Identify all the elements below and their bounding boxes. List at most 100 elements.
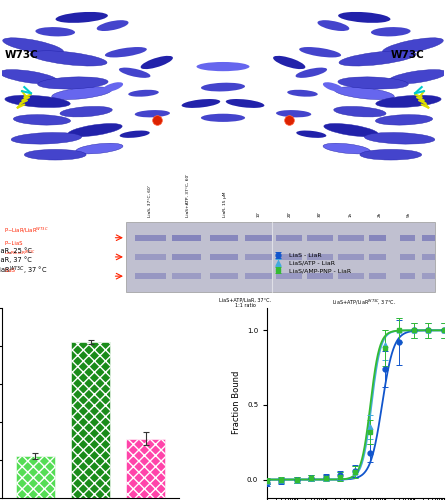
Ellipse shape <box>338 12 390 23</box>
Ellipse shape <box>323 82 344 92</box>
Bar <box>126 438 165 498</box>
Ellipse shape <box>376 96 441 108</box>
Text: 2h: 2h <box>378 212 382 217</box>
Bar <box>400 234 415 241</box>
Ellipse shape <box>102 82 123 92</box>
Bar <box>210 273 239 279</box>
Ellipse shape <box>364 132 435 144</box>
Text: LiaR, 15 µM: LiaR, 15 µM <box>223 192 227 217</box>
Bar <box>172 273 201 279</box>
Text: LiaS+ATP/LiaR, 37°C.
1:1 ratio: LiaS+ATP/LiaR, 37°C. 1:1 ratio <box>219 298 271 308</box>
Text: W73C: W73C <box>4 50 38 60</box>
Ellipse shape <box>13 114 70 125</box>
Text: P~LiaS: P~LiaS <box>4 240 23 246</box>
Bar <box>400 254 415 260</box>
Bar <box>307 234 333 241</box>
Bar <box>245 254 272 260</box>
Text: 5h: 5h <box>406 212 410 217</box>
Ellipse shape <box>11 132 82 144</box>
Text: 10': 10' <box>256 210 260 217</box>
Ellipse shape <box>299 47 341 58</box>
FancyBboxPatch shape <box>126 222 435 292</box>
Ellipse shape <box>56 12 108 23</box>
Bar <box>16 456 55 498</box>
Ellipse shape <box>97 20 128 31</box>
Ellipse shape <box>287 90 318 96</box>
Bar <box>369 254 386 260</box>
Ellipse shape <box>76 143 123 154</box>
Ellipse shape <box>60 106 112 117</box>
Ellipse shape <box>371 27 411 36</box>
Ellipse shape <box>273 56 306 69</box>
Ellipse shape <box>197 62 249 71</box>
Ellipse shape <box>201 114 245 122</box>
Bar <box>71 342 110 498</box>
Ellipse shape <box>360 150 422 160</box>
Bar <box>276 234 302 241</box>
Bar <box>172 254 201 260</box>
Bar <box>210 254 239 260</box>
Bar <box>245 234 272 241</box>
Ellipse shape <box>323 143 370 154</box>
Bar <box>276 273 302 279</box>
Ellipse shape <box>296 68 327 78</box>
Bar <box>135 254 165 260</box>
Bar <box>369 234 386 241</box>
Ellipse shape <box>3 38 64 54</box>
Y-axis label: Fraction Bound: Fraction Bound <box>232 371 241 434</box>
Text: P~LiaR/LiaR$^{W73C}$: P~LiaR/LiaR$^{W73C}$ <box>4 226 49 234</box>
Ellipse shape <box>37 77 108 89</box>
Bar <box>307 273 333 279</box>
Ellipse shape <box>105 47 147 58</box>
Legend: LiaR, 25 °C, LiaR, 37 °C, LiaR$^{W73C}$, 37 °C: LiaR, 25 °C, LiaR, 37 °C, LiaR$^{W73C}$,… <box>0 245 50 280</box>
Ellipse shape <box>276 110 311 118</box>
Ellipse shape <box>339 51 416 66</box>
Bar <box>210 234 239 241</box>
Ellipse shape <box>135 110 170 118</box>
Ellipse shape <box>68 124 122 136</box>
Text: 1h: 1h <box>349 212 353 217</box>
Bar <box>276 254 302 260</box>
Bar <box>338 234 364 241</box>
Ellipse shape <box>140 56 173 69</box>
Ellipse shape <box>334 87 394 100</box>
Ellipse shape <box>376 114 433 125</box>
Ellipse shape <box>334 106 386 117</box>
Ellipse shape <box>120 130 150 138</box>
Bar <box>421 273 435 279</box>
Ellipse shape <box>226 99 264 108</box>
Bar <box>307 254 333 260</box>
Ellipse shape <box>382 38 443 54</box>
Ellipse shape <box>0 70 58 84</box>
Ellipse shape <box>324 124 378 136</box>
Text: LiaS: LiaS <box>4 268 16 274</box>
Bar <box>421 234 435 241</box>
Ellipse shape <box>388 70 446 84</box>
Text: LiaR/LiaR$^{W73C}$: LiaR/LiaR$^{W73C}$ <box>4 248 36 258</box>
Ellipse shape <box>24 150 86 160</box>
Bar <box>245 273 272 279</box>
Text: LiaS+ATP/LiaR$^{W73C}$, 37°C.
1:1 ratio: LiaS+ATP/LiaR$^{W73C}$, 37°C. 1:1 ratio <box>332 298 396 313</box>
Ellipse shape <box>128 90 159 96</box>
Ellipse shape <box>182 99 220 108</box>
Text: W73C: W73C <box>391 50 425 60</box>
Bar <box>421 254 435 260</box>
Ellipse shape <box>5 96 70 108</box>
Legend: LiaS - LiaR, LiaS/ATP - LiaR, LiaS/AMP-PNP - LiaR: LiaS - LiaR, LiaS/ATP - LiaR, LiaS/AMP-P… <box>270 250 354 276</box>
Text: 30': 30' <box>318 210 322 217</box>
Ellipse shape <box>30 51 107 66</box>
Bar <box>338 273 364 279</box>
Text: 20': 20' <box>287 210 291 217</box>
Text: LiaS, 37°C, 60': LiaS, 37°C, 60' <box>148 185 152 217</box>
Ellipse shape <box>318 20 349 31</box>
Ellipse shape <box>119 68 150 78</box>
Ellipse shape <box>296 130 326 138</box>
Bar <box>400 273 415 279</box>
Bar <box>172 234 201 241</box>
Bar <box>369 273 386 279</box>
Bar <box>338 254 364 260</box>
Ellipse shape <box>338 77 409 89</box>
Ellipse shape <box>201 82 245 92</box>
Ellipse shape <box>35 27 75 36</box>
Bar <box>135 273 165 279</box>
